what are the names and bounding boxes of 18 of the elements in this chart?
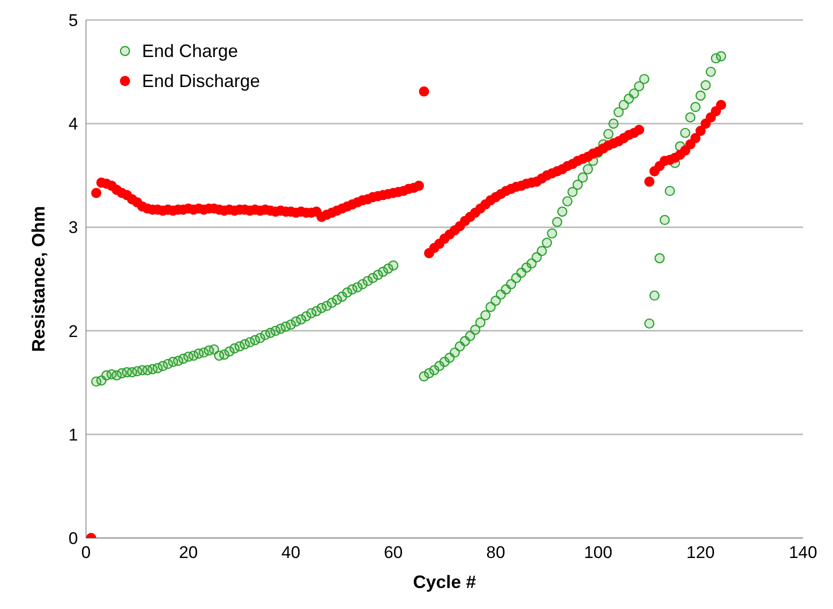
legend-label: End Charge bbox=[142, 40, 238, 63]
x-tick-label: 140 bbox=[788, 543, 818, 562]
y-tick-label: 2 bbox=[68, 322, 78, 341]
y-axis-title: Resistance, Ohm bbox=[28, 206, 48, 352]
y-tick-label: 1 bbox=[68, 425, 78, 444]
x-tick-label: 120 bbox=[686, 543, 715, 562]
y-tick-label: 5 bbox=[68, 11, 78, 30]
x-tick-label: 60 bbox=[384, 543, 403, 562]
x-tick-label: 100 bbox=[584, 543, 612, 562]
x-tick-label: 40 bbox=[281, 543, 300, 562]
x-tick-label: 20 bbox=[178, 543, 198, 562]
x-tick-label: 0 bbox=[81, 543, 91, 562]
x-tick-label: 80 bbox=[486, 543, 506, 562]
x-axis-title: Cycle # bbox=[412, 572, 476, 592]
y-tick-label: 4 bbox=[68, 114, 78, 134]
y-tick-label: 0 bbox=[68, 529, 78, 548]
y-tick-label: 3 bbox=[68, 218, 78, 238]
legend-label: End Discharge bbox=[142, 70, 260, 93]
